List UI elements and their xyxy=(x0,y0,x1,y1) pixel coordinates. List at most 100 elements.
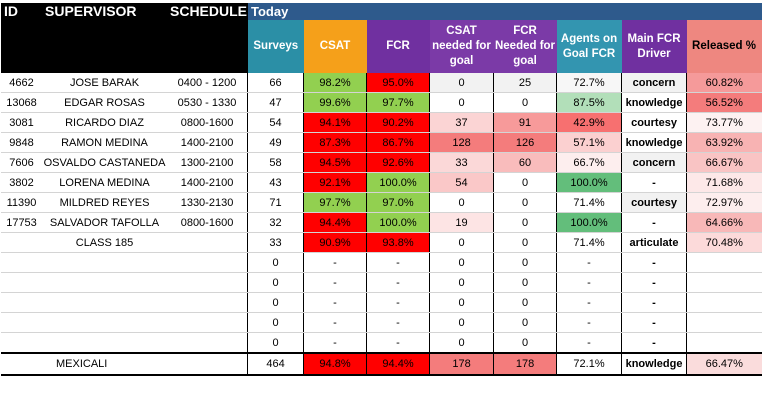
cell-agents-goal[interactable]: 87.5% xyxy=(556,92,623,113)
cell-id[interactable]: 9848 xyxy=(1,132,42,153)
cell-released[interactable]: 66.47% xyxy=(686,352,762,376)
cell-surveys[interactable]: 58 xyxy=(247,152,305,173)
cell-schedule[interactable] xyxy=(167,352,249,376)
cell-agents-goal[interactable]: - xyxy=(556,252,623,273)
cell-supervisor[interactable]: SALVADOR TAFOLLA xyxy=(42,212,167,233)
cell-surveys[interactable]: 0 xyxy=(247,312,305,333)
cell-schedule[interactable]: 1300-2100 xyxy=(167,152,249,173)
cell-fcr[interactable]: - xyxy=(366,252,431,273)
cell-fcr-needed[interactable]: 0 xyxy=(493,332,558,354)
cell-released[interactable]: 70.48% xyxy=(686,232,762,253)
cell-schedule[interactable] xyxy=(167,332,249,354)
cell-surveys[interactable]: 0 xyxy=(247,252,305,273)
cell-schedule[interactable]: 0800-1600 xyxy=(167,212,249,233)
cell-csat[interactable]: - xyxy=(303,332,368,354)
cell-supervisor[interactable]: EDGAR ROSAS xyxy=(42,92,167,113)
cell-fcr-needed[interactable]: 0 xyxy=(493,212,558,233)
cell-surveys[interactable]: 0 xyxy=(247,292,305,313)
cell-supervisor[interactable] xyxy=(42,312,167,333)
cell-csat-needed[interactable]: 0 xyxy=(429,292,495,313)
cell-csat[interactable]: 98.2% xyxy=(303,73,368,93)
cell-csat[interactable]: 94.1% xyxy=(303,112,368,133)
cell-main-driver[interactable]: concern xyxy=(621,73,688,93)
cell-schedule[interactable] xyxy=(167,232,249,253)
cell-csat[interactable]: 94.5% xyxy=(303,152,368,173)
cell-agents-goal[interactable]: 71.4% xyxy=(556,232,623,253)
cell-main-driver[interactable]: - xyxy=(621,172,688,193)
cell-agents-goal[interactable]: - xyxy=(556,272,623,293)
cell-surveys[interactable]: 49 xyxy=(247,132,305,153)
cell-main-driver[interactable]: - xyxy=(621,292,688,313)
cell-id[interactable]: 3081 xyxy=(1,112,42,133)
cell-id[interactable] xyxy=(1,292,42,313)
cell-released[interactable]: 56.52% xyxy=(686,92,762,113)
cell-fcr-needed[interactable]: 178 xyxy=(493,352,558,376)
cell-schedule[interactable]: 1400-2100 xyxy=(167,172,249,193)
cell-surveys[interactable]: 32 xyxy=(247,212,305,233)
cell-fcr[interactable]: 94.4% xyxy=(366,352,431,376)
cell-csat[interactable]: 99.6% xyxy=(303,92,368,113)
cell-fcr-needed[interactable]: 0 xyxy=(493,272,558,293)
cell-schedule[interactable] xyxy=(167,292,249,313)
cell-main-driver[interactable]: concern xyxy=(621,152,688,173)
cell-fcr[interactable]: 86.7% xyxy=(366,132,431,153)
cell-supervisor[interactable] xyxy=(42,332,167,354)
cell-csat-needed[interactable]: 0 xyxy=(429,232,495,253)
cell-agents-goal[interactable]: - xyxy=(556,312,623,333)
cell-supervisor[interactable]: LORENA MEDINA xyxy=(42,172,167,193)
cell-schedule[interactable]: 1330-2130 xyxy=(167,192,249,213)
cell-agents-goal[interactable]: 71.4% xyxy=(556,192,623,213)
cell-agents-goal[interactable]: 72.1% xyxy=(556,352,623,376)
header-released[interactable]: Released % xyxy=(686,20,762,73)
cell-released[interactable]: 60.82% xyxy=(686,73,762,93)
cell-csat-needed[interactable]: 0 xyxy=(429,92,495,113)
cell-fcr-needed[interactable]: 0 xyxy=(493,312,558,333)
cell-surveys[interactable]: 66 xyxy=(247,73,305,93)
header-surveys[interactable]: Surveys xyxy=(247,20,304,73)
cell-schedule[interactable] xyxy=(167,252,249,273)
cell-csat-needed[interactable]: 0 xyxy=(429,272,495,293)
cell-csat[interactable]: - xyxy=(303,312,368,333)
cell-schedule[interactable]: 0800-1600 xyxy=(167,112,249,133)
cell-schedule[interactable] xyxy=(167,272,249,293)
cell-fcr-needed[interactable]: 91 xyxy=(493,112,558,133)
cell-fcr[interactable]: - xyxy=(366,332,431,354)
header-schedule[interactable]: SCHEDULE xyxy=(167,3,249,73)
cell-surveys[interactable]: 0 xyxy=(247,272,305,293)
cell-main-driver[interactable]: knowledge xyxy=(621,352,688,376)
cell-id[interactable] xyxy=(1,312,42,333)
cell-csat[interactable]: - xyxy=(303,252,368,273)
cell-released[interactable]: 66.67% xyxy=(686,152,762,173)
cell-csat-needed[interactable]: 178 xyxy=(429,352,495,376)
header-period[interactable]: Today xyxy=(247,3,762,20)
cell-csat-needed[interactable]: 0 xyxy=(429,332,495,354)
cell-fcr[interactable]: 95.0% xyxy=(366,73,431,93)
cell-surveys[interactable]: 54 xyxy=(247,112,305,133)
cell-schedule[interactable]: 1400-2100 xyxy=(167,132,249,153)
cell-csat[interactable]: 87.3% xyxy=(303,132,368,153)
cell-id[interactable] xyxy=(1,232,42,253)
cell-id[interactable] xyxy=(1,252,42,273)
cell-released[interactable]: 71.68% xyxy=(686,172,762,193)
cell-fcr-needed[interactable]: 126 xyxy=(493,132,558,153)
cell-agents-goal[interactable]: - xyxy=(556,332,623,354)
header-fcr-needed[interactable]: FCR Needed for goal xyxy=(493,20,557,73)
cell-fcr[interactable]: - xyxy=(366,312,431,333)
cell-csat[interactable]: 94.8% xyxy=(303,352,368,376)
cell-csat[interactable]: - xyxy=(303,292,368,313)
cell-supervisor[interactable] xyxy=(42,272,167,293)
cell-main-driver[interactable]: - xyxy=(621,272,688,293)
cell-fcr[interactable]: 93.8% xyxy=(366,232,431,253)
cell-main-driver[interactable]: - xyxy=(621,332,688,354)
cell-main-driver[interactable]: articulate xyxy=(621,232,688,253)
cell-main-driver[interactable]: knowledge xyxy=(621,92,688,113)
cell-id[interactable]: 13068 xyxy=(1,92,42,113)
cell-csat[interactable]: 90.9% xyxy=(303,232,368,253)
cell-csat-needed[interactable]: 19 xyxy=(429,212,495,233)
header-main-driver[interactable]: Main FCR Driver xyxy=(621,20,687,73)
cell-csat[interactable]: 92.1% xyxy=(303,172,368,193)
cell-fcr-needed[interactable]: 0 xyxy=(493,232,558,253)
cell-surveys[interactable]: 47 xyxy=(247,92,305,113)
cell-released[interactable]: 73.77% xyxy=(686,112,762,133)
cell-released[interactable]: 63.92% xyxy=(686,132,762,153)
